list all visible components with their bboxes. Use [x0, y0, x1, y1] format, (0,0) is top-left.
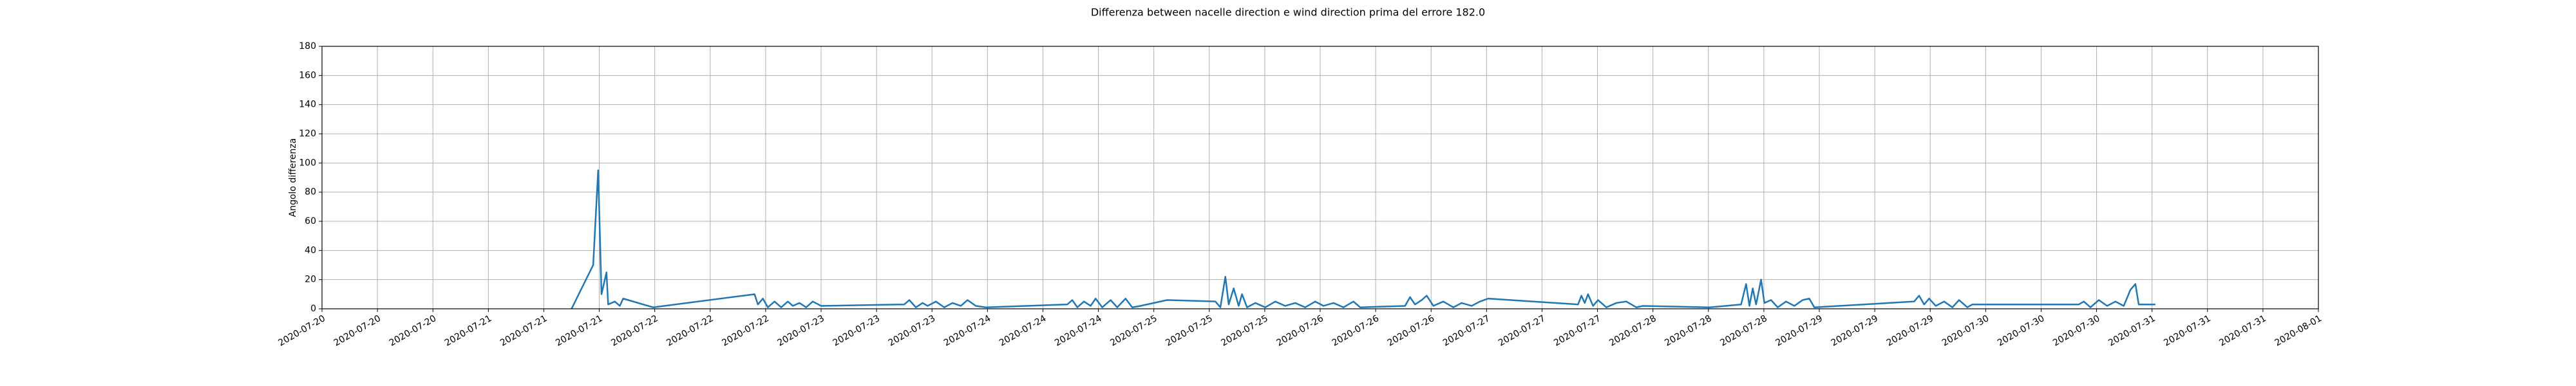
y-tick-label: 20 — [305, 275, 316, 285]
x-tick-label: 2020-07-30 — [1940, 313, 1991, 349]
x-tick-label: 2020-07-25 — [1108, 313, 1159, 349]
y-tick-label: 120 — [299, 129, 316, 139]
x-tick-label: 2020-07-20 — [332, 313, 383, 349]
y-tick-label: 160 — [299, 70, 316, 80]
x-tick-label: 2020-07-23 — [831, 313, 882, 349]
x-tick-label: 2020-07-26 — [1331, 313, 1381, 349]
data-line — [571, 169, 2155, 309]
x-tick-label: 2020-07-27 — [1552, 313, 1602, 349]
y-tick-label: 60 — [305, 216, 316, 226]
x-tick-label: 2020-07-29 — [1774, 313, 1824, 349]
x-tick-label: 2020-07-30 — [2051, 313, 2101, 349]
x-tick-label: 2020-07-28 — [1718, 313, 1768, 349]
x-tick-label: 2020-07-22 — [720, 313, 770, 349]
x-tick-label: 2020-07-28 — [1607, 313, 1658, 349]
x-tick-label: 2020-07-31 — [2107, 313, 2157, 349]
x-tick-label: 2020-07-31 — [2217, 313, 2268, 349]
y-axis-label: Angolo differenza — [288, 138, 298, 217]
x-tick-label: 2020-07-21 — [443, 313, 493, 349]
x-tick-label: 2020-07-27 — [1497, 313, 1547, 349]
x-tick-label: 2020-07-29 — [1830, 313, 1880, 349]
x-tick-label: 2020-07-23 — [887, 313, 937, 349]
x-tick-label: 2020-08-01 — [2273, 313, 2324, 349]
y-tick-label: 100 — [299, 158, 316, 168]
x-tick-label: 2020-07-21 — [498, 313, 549, 349]
x-tick-label: 2020-07-29 — [1885, 313, 1935, 349]
chart-title: Differenza between nacelle direction e w… — [1091, 6, 1485, 19]
x-tick-label: 2020-07-28 — [1663, 313, 1713, 349]
x-tick-label: 2020-07-31 — [2162, 313, 2212, 349]
x-tick-label: 2020-07-24 — [942, 313, 993, 349]
x-tick-label: 2020-07-20 — [277, 313, 327, 349]
y-tick-label: 0 — [310, 304, 316, 314]
x-tick-label: 2020-07-24 — [998, 313, 1048, 349]
x-tick-label: 2020-07-24 — [1053, 313, 1104, 349]
x-tick-label: 2020-07-25 — [1219, 313, 1269, 349]
x-tick-label: 2020-07-22 — [609, 313, 659, 349]
y-tick-label: 140 — [299, 100, 316, 110]
x-tick-label: 2020-07-25 — [1164, 313, 1214, 349]
y-tick-label: 40 — [305, 245, 316, 255]
x-tick-label: 2020-07-26 — [1386, 313, 1437, 349]
x-tick-label: 2020-07-30 — [1996, 313, 2046, 349]
plot-frame — [321, 46, 2319, 309]
x-tick-label: 2020-07-27 — [1441, 313, 1492, 349]
y-tick-label: 80 — [305, 187, 316, 198]
x-tick-label: 2020-07-21 — [554, 313, 604, 349]
x-tick-label: 2020-07-22 — [665, 313, 715, 349]
x-tick-label: 2020-07-20 — [388, 313, 438, 349]
x-tick-label: 2020-07-26 — [1275, 313, 1326, 349]
y-tick-label: 180 — [299, 41, 316, 51]
x-tick-label: 2020-07-23 — [776, 313, 826, 349]
